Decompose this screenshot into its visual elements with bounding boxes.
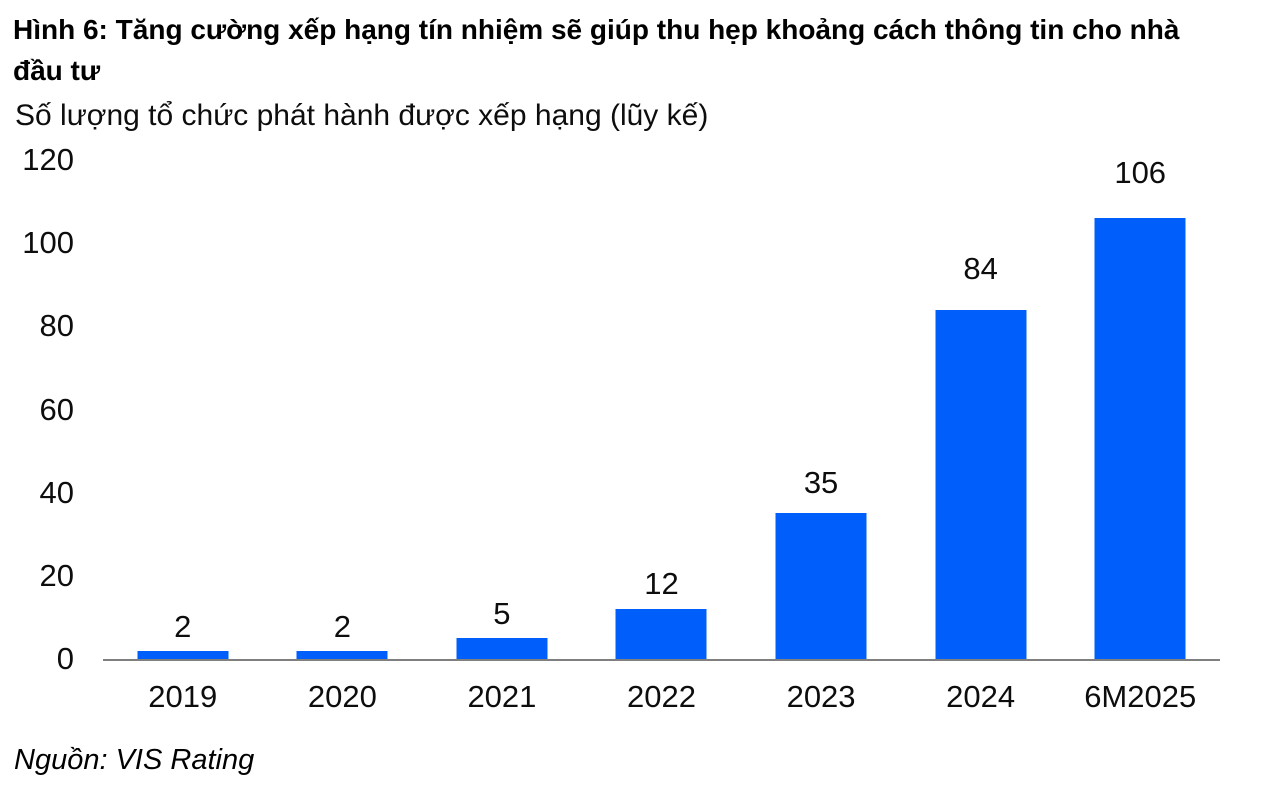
bar-value-label: 5 [493, 596, 511, 632]
source-note: Nguồn: VIS Rating [14, 744, 255, 776]
bar [775, 513, 867, 659]
bar [137, 650, 229, 659]
bar [296, 650, 388, 659]
bar-group-6M2025: 106 6M2025 [1060, 156, 1220, 714]
chart-subtitle: Số lượng tổ chức phát hành được xếp hạng… [15, 99, 709, 132]
bar-group-2024: 84 2024 [901, 160, 1061, 714]
figure-title: Hình 6: Tăng cường xếp hạng tín nhiệm sẽ… [13, 14, 1180, 86]
bar-group-2022: 12 2022 [582, 160, 742, 714]
y-axis-tick-label: 80 [39, 308, 74, 344]
bar-value-label: 106 [1114, 155, 1167, 191]
bar-value-label: 35 [803, 465, 839, 501]
bar-value-label: 2 [174, 609, 192, 645]
y-axis: 0 20 40 60 80 100 120 [0, 143, 74, 676]
bar-group-2021: 5 2021 [422, 160, 582, 714]
x-axis-line [103, 659, 1220, 661]
bar-value-label: 2 [333, 609, 351, 645]
bar [456, 638, 548, 659]
y-axis-tick-label: 120 [22, 142, 74, 177]
plot-area: 2 2019 2 2020 5 2021 12 2022 35 2023 84 2024 106 6M20… [103, 156, 1220, 714]
bar-group-2020: 2 2020 [263, 160, 423, 714]
y-axis-tick-label: 40 [39, 474, 74, 510]
bar-value-label: 12 [644, 565, 679, 601]
bar [935, 309, 1027, 659]
x-axis-label: 6M2025 [1084, 679, 1197, 714]
x-axis-label: 2019 [148, 679, 218, 714]
y-axis-tick-label: 0 [56, 641, 74, 676]
bar [615, 609, 707, 659]
x-axis-label: 2021 [467, 679, 537, 714]
bar-group-2019: 2 2019 [103, 160, 263, 714]
y-axis-tick-label: 100 [22, 225, 74, 261]
bar [1094, 218, 1186, 659]
bar-value-label: 84 [963, 251, 998, 287]
x-axis-label: 2024 [946, 679, 1016, 714]
y-axis-tick-label: 60 [39, 391, 74, 427]
y-axis-tick-label: 20 [39, 557, 74, 593]
x-axis-label: 2023 [786, 679, 856, 714]
bar-group-2023: 35 2023 [741, 160, 901, 714]
x-axis-label: 2022 [627, 679, 696, 714]
x-axis-label: 2020 [307, 679, 377, 714]
